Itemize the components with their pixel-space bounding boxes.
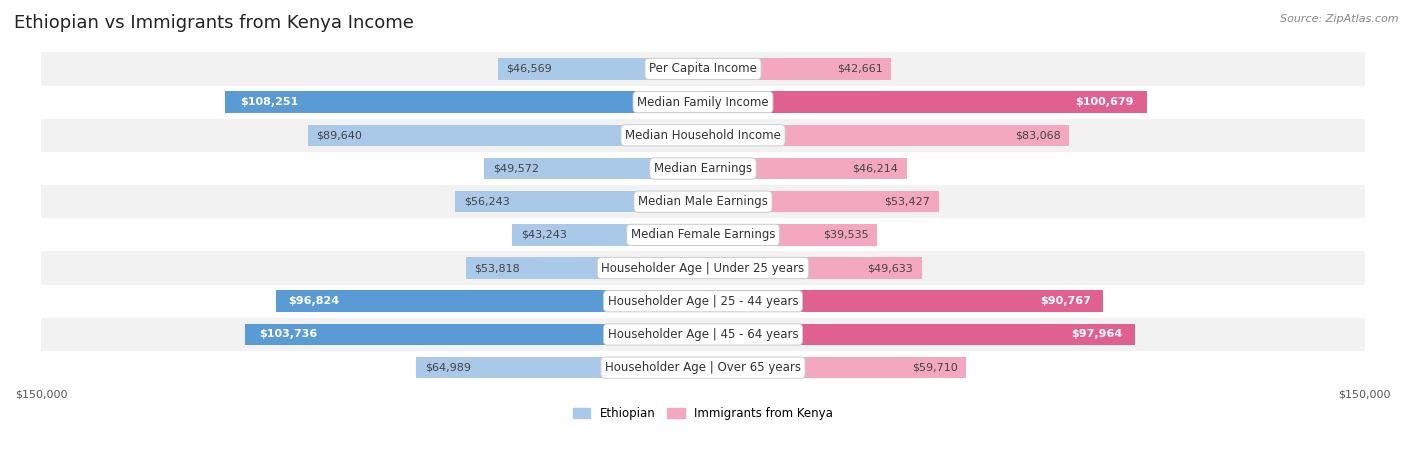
Text: $90,767: $90,767 — [1040, 296, 1091, 306]
Text: Median Female Earnings: Median Female Earnings — [631, 228, 775, 241]
Bar — [41, 318, 1365, 351]
Bar — [703, 58, 891, 80]
Text: Householder Age | 45 - 64 years: Householder Age | 45 - 64 years — [607, 328, 799, 341]
Text: Median Family Income: Median Family Income — [637, 96, 769, 109]
Bar — [41, 351, 1365, 384]
Bar — [498, 58, 703, 80]
Bar — [703, 290, 1104, 312]
Bar — [703, 224, 877, 246]
Text: $108,251: $108,251 — [240, 97, 298, 107]
Bar — [484, 158, 703, 179]
Bar — [41, 185, 1365, 218]
Legend: Ethiopian, Immigrants from Kenya: Ethiopian, Immigrants from Kenya — [568, 403, 838, 425]
Bar — [465, 257, 703, 279]
Text: Ethiopian vs Immigrants from Kenya Income: Ethiopian vs Immigrants from Kenya Incom… — [14, 14, 413, 32]
Bar — [41, 152, 1365, 185]
Text: $64,989: $64,989 — [425, 362, 471, 373]
Bar — [703, 324, 1135, 345]
Text: Per Capita Income: Per Capita Income — [650, 63, 756, 76]
Text: $97,964: $97,964 — [1071, 329, 1122, 340]
Text: Median Earnings: Median Earnings — [654, 162, 752, 175]
Bar — [276, 290, 703, 312]
Text: $89,640: $89,640 — [316, 130, 363, 140]
Bar — [246, 324, 703, 345]
Bar — [703, 158, 907, 179]
Bar — [41, 285, 1365, 318]
Bar — [512, 224, 703, 246]
Bar — [416, 357, 703, 378]
Bar — [41, 119, 1365, 152]
Text: $53,818: $53,818 — [474, 263, 520, 273]
Text: $42,661: $42,661 — [837, 64, 883, 74]
Bar — [703, 191, 939, 212]
Text: Householder Age | 25 - 44 years: Householder Age | 25 - 44 years — [607, 295, 799, 308]
Text: $46,214: $46,214 — [852, 163, 898, 174]
Bar — [41, 52, 1365, 85]
Text: $100,679: $100,679 — [1076, 97, 1133, 107]
Text: $103,736: $103,736 — [259, 329, 318, 340]
Bar — [703, 257, 922, 279]
Text: Householder Age | Under 25 years: Householder Age | Under 25 years — [602, 262, 804, 275]
Bar — [41, 218, 1365, 251]
Text: $56,243: $56,243 — [464, 197, 509, 207]
Text: $53,427: $53,427 — [884, 197, 929, 207]
Bar — [225, 92, 703, 113]
Text: Householder Age | Over 65 years: Householder Age | Over 65 years — [605, 361, 801, 374]
Text: $83,068: $83,068 — [1015, 130, 1060, 140]
Text: $46,569: $46,569 — [506, 64, 553, 74]
Text: $49,572: $49,572 — [494, 163, 538, 174]
Bar — [703, 357, 966, 378]
Text: Median Male Earnings: Median Male Earnings — [638, 195, 768, 208]
Text: $59,710: $59,710 — [912, 362, 957, 373]
Text: Source: ZipAtlas.com: Source: ZipAtlas.com — [1281, 14, 1399, 24]
Bar — [41, 251, 1365, 285]
Text: $39,535: $39,535 — [823, 230, 869, 240]
Text: $43,243: $43,243 — [522, 230, 567, 240]
Bar — [456, 191, 703, 212]
Text: $49,633: $49,633 — [868, 263, 912, 273]
Bar — [703, 92, 1147, 113]
Text: $96,824: $96,824 — [288, 296, 340, 306]
Bar — [703, 125, 1070, 146]
Text: Median Household Income: Median Household Income — [626, 129, 780, 142]
Bar — [308, 125, 703, 146]
Bar — [41, 85, 1365, 119]
